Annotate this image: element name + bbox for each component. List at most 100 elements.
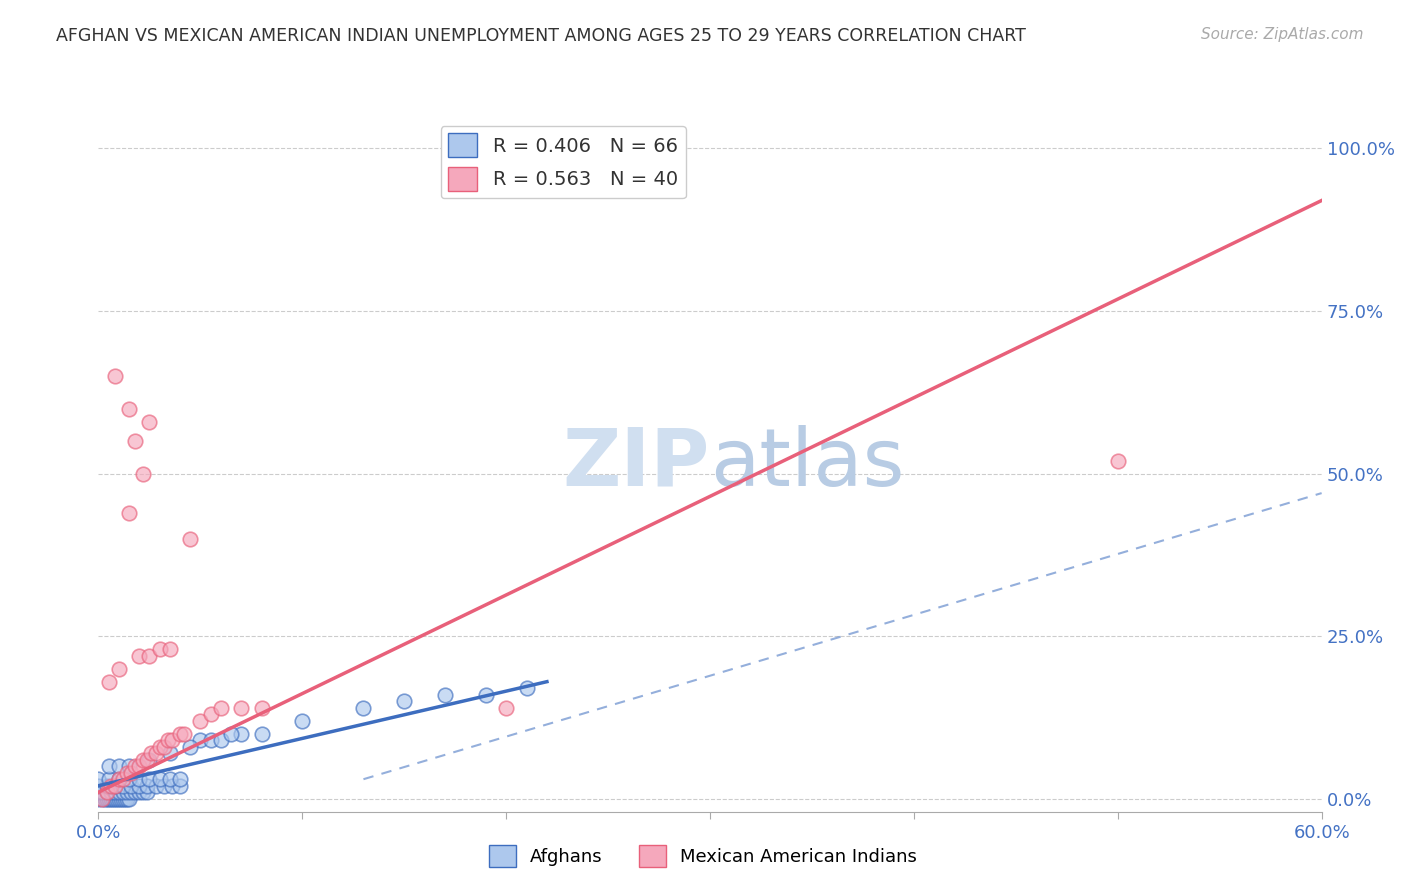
Point (104, 785, 127, 799)
Text: ZIP: ZIP (562, 425, 710, 503)
Point (111, 791, 134, 805)
Point (392, 694, 416, 708)
Point (169, 727, 191, 741)
Point (91, 785, 114, 799)
Point (124, 785, 146, 799)
Point (110, 791, 132, 805)
Point (87, 772, 110, 787)
Point (115, 765, 138, 780)
Point (124, 434, 146, 448)
Point (87, 791, 110, 805)
Point (91, 791, 114, 805)
Point (128, 648, 150, 663)
Point (108, 785, 131, 799)
Point (91, 791, 114, 805)
Point (97, 772, 120, 787)
Point (100, 785, 122, 799)
Point (159, 772, 181, 787)
Point (128, 759, 150, 773)
Point (138, 415, 160, 429)
Point (108, 759, 131, 773)
Point (138, 772, 160, 787)
Point (104, 369, 127, 384)
Point (1107, 453, 1129, 467)
Point (87, 785, 110, 799)
Point (188, 714, 212, 728)
Point (93, 791, 115, 805)
Point (250, 727, 273, 741)
Point (118, 772, 141, 787)
Point (96, 785, 118, 799)
Point (120, 765, 142, 780)
Point (120, 785, 142, 799)
Point (145, 779, 167, 793)
Point (111, 772, 134, 787)
Point (138, 753, 160, 767)
Point (179, 532, 201, 546)
Point (104, 779, 127, 793)
Point (96, 791, 118, 805)
Point (128, 779, 150, 793)
Point (120, 779, 142, 793)
Point (97, 674, 120, 689)
Point (115, 791, 138, 805)
Point (434, 688, 457, 702)
Legend: R = 0.406   N = 66, R = 0.563   N = 40: R = 0.406 N = 66, R = 0.563 N = 40 (440, 126, 686, 198)
Point (118, 401, 141, 416)
Point (141, 746, 163, 760)
Point (118, 506, 141, 520)
Point (145, 746, 167, 760)
Point (101, 791, 124, 805)
Point (188, 733, 212, 747)
Point (200, 707, 222, 722)
Point (200, 733, 222, 747)
Point (136, 753, 159, 767)
Point (115, 785, 138, 799)
Point (111, 785, 134, 799)
Point (118, 791, 141, 805)
Point (138, 648, 160, 663)
Point (136, 779, 159, 793)
Point (179, 739, 201, 754)
Point (149, 642, 172, 657)
Point (104, 791, 127, 805)
Point (108, 662, 131, 676)
Text: Source: ZipAtlas.com: Source: ZipAtlas.com (1201, 27, 1364, 42)
Point (149, 772, 172, 787)
Point (132, 753, 155, 767)
Text: atlas: atlas (710, 425, 904, 503)
Point (132, 467, 155, 481)
Point (97, 791, 120, 805)
Point (149, 739, 172, 754)
Point (159, 642, 181, 657)
Point (231, 700, 253, 714)
Point (105, 791, 128, 805)
Point (209, 733, 232, 747)
Point (97, 759, 120, 773)
Point (100, 791, 122, 805)
Point (231, 727, 253, 741)
Point (291, 714, 314, 728)
Point (104, 779, 127, 793)
Point (152, 739, 174, 754)
Point (173, 727, 195, 741)
Legend: Afghans, Mexican American Indians: Afghans, Mexican American Indians (481, 838, 925, 874)
Point (160, 733, 183, 747)
Point (100, 779, 122, 793)
Point (474, 688, 498, 702)
Point (111, 779, 134, 793)
Point (352, 700, 374, 714)
Text: AFGHAN VS MEXICAN AMERICAN INDIAN UNEMPLOYMENT AMONG AGES 25 TO 29 YEARS CORRELA: AFGHAN VS MEXICAN AMERICAN INDIAN UNEMPL… (56, 27, 1026, 45)
Point (128, 785, 150, 799)
Point (250, 700, 273, 714)
Point (169, 779, 191, 793)
Point (124, 759, 146, 773)
Point (128, 772, 150, 787)
Point (118, 759, 141, 773)
Point (160, 779, 183, 793)
Point (495, 700, 517, 714)
Point (152, 779, 174, 793)
Point (156, 733, 179, 747)
Point (108, 791, 131, 805)
Point (159, 746, 181, 760)
